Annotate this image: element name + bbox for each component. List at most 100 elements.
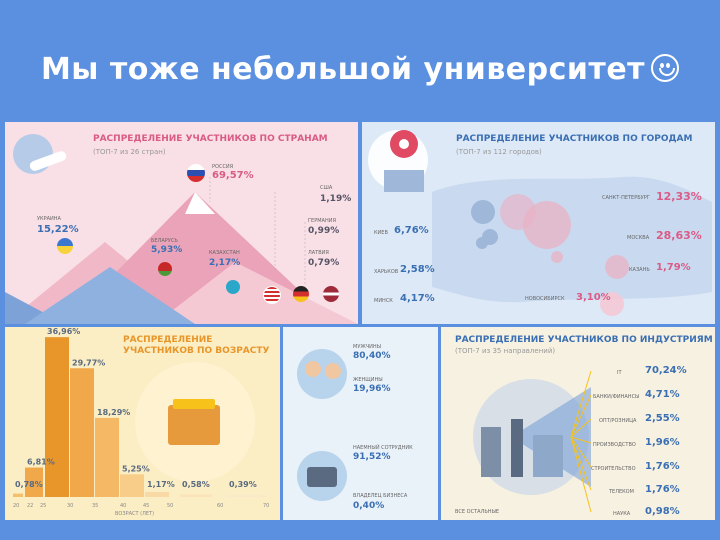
cities-subtitle: (ТОП-7 из 112 городов): [456, 148, 542, 156]
country-value-russia: 69,57%: [212, 170, 254, 181]
city-value-kazan: 1,79%: [656, 262, 691, 273]
city-label-minsk: МИНСК: [374, 298, 393, 304]
city-label-kiev: КИЕВ: [374, 230, 388, 236]
industry-connector: [570, 394, 592, 438]
countries-heading: РАСПРЕДЕЛЕНИЕ УЧАСТНИКОВ ПО СТРАНАМ: [93, 134, 328, 144]
age-tick-label: 70: [263, 503, 269, 509]
germany-flag-icon: [293, 286, 309, 302]
briefcase-body: [307, 467, 337, 487]
age-bar: [13, 493, 23, 497]
industry-label-telecom: ТЕЛЕКОМ: [609, 489, 634, 495]
city-value-spb: 12,33%: [656, 190, 702, 203]
country-label-kazakhstan: КАЗАХСТАН: [209, 250, 240, 256]
industry-graphic: [473, 370, 592, 513]
gender-value-women: 19,96%: [353, 384, 391, 394]
industry-value-banks: 4,71%: [645, 389, 680, 400]
age-bar: [227, 495, 267, 497]
industry-label-retail: ОПТ/РОЗНИЦА: [599, 418, 637, 424]
industry-value-retail: 2,55%: [645, 413, 680, 424]
age-bar-label: 0,39%: [229, 480, 257, 489]
cake-icon: [168, 405, 220, 445]
country-label-latvia: ЛАТВИЯ: [308, 250, 329, 256]
country-value-latvia: 0,79%: [308, 258, 340, 268]
country-value-germany: 0,99%: [308, 226, 340, 236]
industry-connector: [570, 436, 592, 444]
title-bar: [0, 0, 720, 122]
employment-label-employee: НАЕМНЫЙ СОТРУДНИК: [353, 445, 413, 451]
age-bar-label: 0,58%: [182, 480, 210, 489]
city-label-kazan: КАЗАНЬ: [629, 267, 650, 273]
industry-value-construction: 1,76%: [645, 461, 680, 472]
age-bar-label: 5,25%: [122, 464, 150, 473]
man-icon: [305, 361, 321, 377]
employment-value-employee: 91,52%: [353, 452, 391, 462]
industry-label-construction: СТРОИТЕЛЬСТВО: [591, 466, 636, 472]
city-value-minsk: 4,17%: [400, 293, 435, 304]
age-bar-label: 18,29%: [97, 408, 130, 417]
age-axis-label: ВОЗРАСТ (ЛЕТ): [115, 511, 155, 517]
age-bar: [45, 337, 69, 497]
industry-connector: [570, 370, 592, 438]
industry-connector: [570, 418, 592, 438]
age-tick-label: 20: [13, 503, 19, 509]
woman-icon: [325, 363, 341, 379]
latvia-flag-icon: [323, 286, 339, 302]
age-bar: [145, 491, 169, 497]
smiley-icon: [651, 54, 680, 82]
cake-top: [173, 399, 215, 409]
age-bar-label: 0,78%: [15, 480, 43, 489]
industry-connector: [570, 436, 592, 491]
employment-value-owner: 0,40%: [353, 501, 385, 511]
country-value-usa: 1,19%: [320, 194, 352, 204]
age-tick-label: 25: [40, 503, 46, 509]
industry-heading: РАСПРЕДЕЛЕНИЕ УЧАСТНИКОВ ПО ИНДУСТРИЯМ: [455, 335, 713, 345]
city-value-moscow: 28,63%: [656, 229, 702, 242]
age-bar-label: 29,77%: [72, 358, 105, 367]
age-panel: 0,78% 6,81% 36,96% 29,77% 18,29% 5,25% 1,17% 0,…: [5, 327, 280, 520]
industry-label-science: НАУКА: [613, 511, 631, 517]
age-bar-label: 1,17%: [147, 480, 175, 489]
cities-panel: РАСПРЕДЕЛЕНИЕ УЧАСТНИКОВ ПО ГОРОДАМ (ТОП…: [362, 122, 715, 324]
country-label-ukraine: УКРАИНА: [37, 216, 61, 222]
russia-flag-icon: [187, 164, 205, 182]
employment-label-owner: ВЛАДЕЛЕЦ БИЗНЕСА: [353, 493, 408, 499]
city-value-kharkov: 2,58%: [400, 264, 435, 275]
age-tick-label: 60: [217, 503, 223, 509]
gender-panel: МУЖЧИНЫ 80,40% ЖЕНЩИНЫ 19,96% НАЕМНЫЙ СО…: [283, 327, 438, 520]
age-tick-label: 40: [120, 503, 126, 509]
industry-value-telecom: 1,76%: [645, 484, 680, 495]
age-tick-label: 45: [143, 503, 149, 509]
age-bar-label: 36,96%: [47, 327, 80, 336]
slide-title-text: Мы тоже небольшой университет: [40, 52, 646, 87]
country-label-usa: США: [320, 185, 333, 191]
country-label-germany: ГЕРМАНИЯ: [308, 218, 336, 224]
age-heading: РАСПРЕДЕЛЕНИЕ УЧАСТНИКОВ ПО ВОЗРАСТУ: [123, 335, 270, 356]
industry-panel: РАСПРЕДЕЛЕНИЕ УЧАСТНИКОВ ПО ИНДУСТРИЯМ (…: [441, 327, 715, 520]
age-tick-label: 35: [92, 503, 98, 509]
country-value-ukraine: 15,22%: [37, 224, 79, 235]
age-tick-label: 50: [167, 503, 173, 509]
industry-connector: [570, 436, 592, 468]
country-value-kazakhstan: 2,17%: [209, 258, 241, 268]
city-label-moscow: МОСКВА: [627, 235, 650, 241]
age-bar: [25, 467, 43, 497]
belarus-flag-icon: [158, 262, 172, 276]
age-tick-label: 22: [27, 503, 33, 509]
age-bar: [180, 494, 212, 497]
city-label-kharkov: ХАРЬКОВ: [374, 269, 399, 275]
slide-title: Мы тоже небольшой университет: [0, 52, 720, 87]
cities-map: [368, 130, 712, 316]
gender-label-men: МУЖЧИНЫ: [353, 344, 382, 350]
city-value-kiev: 6,76%: [394, 225, 429, 236]
industry-others-label: ВСЕ ОСТАЛЬНЫЕ: [455, 509, 500, 515]
city-value-novosibirsk: 3,10%: [576, 292, 611, 303]
industry-connector: [570, 436, 592, 513]
countries-subtitle: (ТОП-7 из 26 стран): [93, 148, 166, 156]
industry-label-banks: БАНКИ/ФИНАНСЫ: [593, 394, 640, 400]
age-bar-label: 6,81%: [27, 458, 55, 467]
industry-value-manufacturing: 1,96%: [645, 437, 680, 448]
country-label-belarus: БЕЛАРУСЬ: [151, 238, 178, 244]
gender-label-women: ЖЕНЩИНЫ: [353, 377, 383, 383]
countries-panel: РАСПРЕДЕЛЕНИЕ УЧАСТНИКОВ ПО СТРАНАМ (ТОП…: [5, 122, 358, 324]
age-bar: [70, 368, 94, 497]
